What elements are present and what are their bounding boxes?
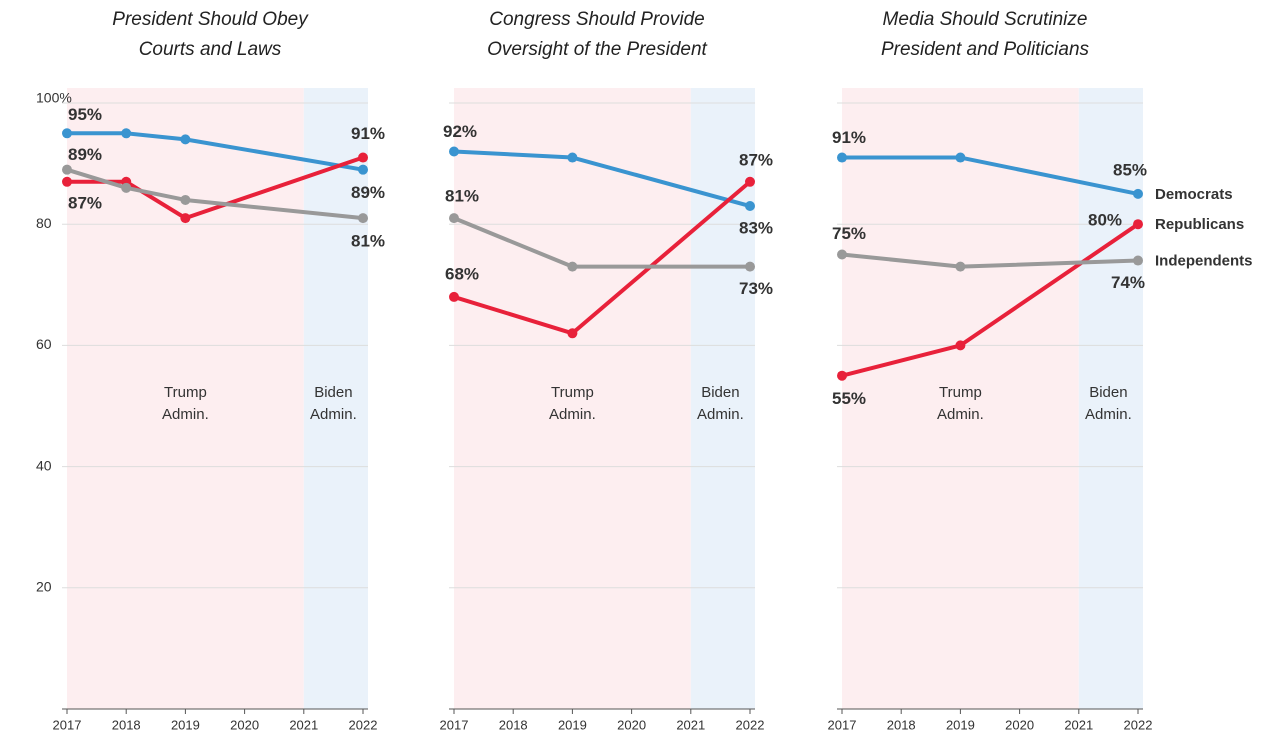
line [66,167,364,221]
point [1133,219,1143,230]
x-tick-label: 2022 [349,717,378,732]
chart-title: Congress Should Provide [489,9,704,30]
x-tick-label: 2019 [558,717,587,732]
point [1133,255,1143,266]
point [567,152,578,163]
point [1133,188,1143,199]
point [180,213,191,224]
admin-label: Admin. [937,406,984,423]
point [62,164,72,175]
admin-label: Admin. [697,406,744,423]
y-tick-label: 80 [36,215,52,231]
admin-label: Admin. [549,406,596,423]
admin-shading [842,88,1079,709]
admin-label: Trump [551,384,594,401]
point [180,134,191,145]
point [62,176,72,187]
chart-title: Media Should Scrutinize [883,9,1088,30]
point [449,213,459,224]
admin-label: Admin. [162,406,209,423]
legend-entry: Republicans [1155,216,1244,233]
legend-entry: Democrats [1155,186,1233,203]
point [955,261,966,272]
point [837,152,847,163]
value-label: 89% [351,183,385,202]
value-label: 87% [68,193,102,212]
x-tick-label: 2018 [112,717,141,732]
admin-label: Biden [1089,384,1127,401]
point [837,370,847,381]
x-tick-label: 2018 [499,717,528,732]
x-tick-label: 2019 [946,717,975,732]
point [745,261,755,272]
x-tick-label: 2018 [887,717,916,732]
x-tick-label: 2017 [440,717,469,732]
y-tick-label: 40 [36,457,52,473]
x-tick-label: 2017 [828,717,857,732]
point [449,146,459,157]
point [745,176,755,187]
x-tick-label: 2019 [171,717,200,732]
value-label: 55% [832,389,866,408]
value-label: 89% [68,145,102,164]
chart-title: President and Politicians [881,39,1090,60]
point [358,213,368,224]
y-tick-label: 100% [36,90,72,106]
value-label: 75% [832,224,866,243]
x-tick-label: 2021 [289,717,318,732]
point [567,328,578,339]
value-label: 68% [445,264,479,283]
value-label: 91% [832,128,866,147]
x-tick-label: 2020 [617,717,646,732]
point [358,164,368,175]
chart-title: Courts and Laws [139,39,282,60]
point [180,194,191,205]
y-tick-label: 60 [36,336,52,352]
admin-label: Admin. [310,406,357,423]
point [955,340,966,351]
x-tick-label: 2022 [736,717,765,732]
value-label: 83% [739,219,773,238]
value-label: 81% [445,187,479,206]
chart-title: President Should Obey [112,9,309,30]
value-label: 80% [1088,211,1122,230]
point [121,128,132,139]
admin-label: Biden [314,384,352,401]
admin-label: Trump [939,384,982,401]
legend-entry: Independents [1155,253,1253,270]
value-label: 73% [739,279,773,298]
admin-label: Trump [164,384,207,401]
x-tick-label: 2021 [1064,717,1093,732]
point [837,249,847,260]
chart-title: Oversight of the President [487,39,707,60]
x-tick-label: 2020 [230,717,259,732]
admin-label: Admin. [1085,406,1132,423]
point [567,261,578,272]
line [67,131,364,172]
value-label: 91% [351,124,385,143]
point [358,152,368,163]
x-tick-label: 2022 [1124,717,1153,732]
x-tick-label: 2021 [676,717,705,732]
value-label: 81% [351,232,385,251]
x-tick-label: 2017 [53,717,82,732]
point [62,128,72,139]
admin-shading [454,88,691,709]
admin-label: Biden [701,384,739,401]
point [449,291,459,302]
value-label: 87% [739,150,773,169]
point [121,182,132,193]
value-label: 85% [1113,160,1147,179]
admin-shading [303,88,368,709]
value-label: 92% [443,122,477,141]
line [67,155,364,221]
y-tick-label: 20 [36,579,52,595]
value-label: 95% [68,105,102,124]
value-label: 74% [1111,273,1145,292]
point [955,152,966,163]
x-tick-label: 2020 [1005,717,1034,732]
point [745,201,755,212]
